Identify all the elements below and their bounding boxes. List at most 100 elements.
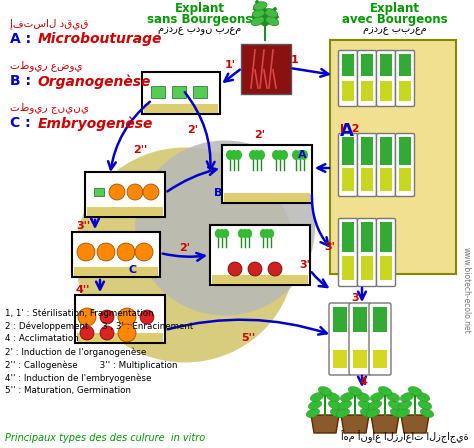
Ellipse shape bbox=[267, 229, 274, 238]
Polygon shape bbox=[401, 415, 429, 433]
Polygon shape bbox=[371, 415, 399, 433]
Ellipse shape bbox=[370, 392, 384, 401]
FancyBboxPatch shape bbox=[376, 219, 395, 287]
Circle shape bbox=[100, 326, 114, 340]
FancyBboxPatch shape bbox=[361, 54, 373, 76]
Ellipse shape bbox=[257, 150, 265, 160]
Ellipse shape bbox=[400, 392, 414, 401]
Ellipse shape bbox=[252, 9, 266, 17]
Text: www.biotech-ecolo.net: www.biotech-ecolo.net bbox=[462, 247, 471, 333]
Ellipse shape bbox=[253, 150, 261, 160]
FancyBboxPatch shape bbox=[241, 44, 291, 94]
FancyBboxPatch shape bbox=[376, 134, 395, 197]
FancyBboxPatch shape bbox=[380, 81, 392, 101]
Text: 2'' : Callogenèse        3'' : Multiplication: 2'' : Callogenèse 3'' : Multiplication bbox=[5, 360, 177, 370]
Ellipse shape bbox=[366, 409, 380, 418]
FancyBboxPatch shape bbox=[380, 222, 392, 252]
Text: Organogenèse: Organogenèse bbox=[38, 74, 151, 89]
FancyBboxPatch shape bbox=[329, 303, 351, 375]
Text: 3'': 3'' bbox=[76, 221, 90, 231]
FancyBboxPatch shape bbox=[380, 54, 392, 76]
FancyBboxPatch shape bbox=[342, 256, 354, 280]
Bar bbox=[193, 86, 207, 98]
Text: 1, 1' : Stérilisation, Fragmentation: 1, 1' : Stérilisation, Fragmentation bbox=[5, 308, 154, 318]
Ellipse shape bbox=[388, 401, 402, 409]
FancyBboxPatch shape bbox=[144, 104, 218, 113]
FancyBboxPatch shape bbox=[395, 51, 414, 107]
FancyBboxPatch shape bbox=[222, 145, 312, 203]
FancyBboxPatch shape bbox=[338, 134, 357, 197]
Text: avec Bourgeons: avec Bourgeons bbox=[342, 13, 448, 26]
Ellipse shape bbox=[360, 409, 374, 418]
Ellipse shape bbox=[306, 409, 320, 418]
FancyBboxPatch shape bbox=[87, 207, 163, 216]
Circle shape bbox=[248, 262, 262, 276]
Circle shape bbox=[118, 324, 136, 342]
Bar bbox=[172, 86, 186, 98]
Ellipse shape bbox=[75, 147, 295, 362]
Text: Embryogenèse: Embryogenèse bbox=[38, 116, 154, 130]
FancyBboxPatch shape bbox=[74, 267, 158, 276]
FancyBboxPatch shape bbox=[342, 168, 354, 191]
Ellipse shape bbox=[234, 150, 242, 160]
FancyBboxPatch shape bbox=[72, 232, 160, 277]
Polygon shape bbox=[341, 415, 369, 433]
Text: I  2: I 2 bbox=[340, 124, 359, 134]
FancyBboxPatch shape bbox=[85, 172, 165, 217]
FancyBboxPatch shape bbox=[357, 219, 376, 287]
Ellipse shape bbox=[340, 392, 354, 401]
FancyBboxPatch shape bbox=[373, 307, 387, 332]
FancyBboxPatch shape bbox=[357, 134, 376, 197]
FancyBboxPatch shape bbox=[338, 51, 357, 107]
FancyBboxPatch shape bbox=[399, 81, 411, 101]
Text: A: A bbox=[298, 150, 306, 160]
Ellipse shape bbox=[245, 229, 252, 238]
Ellipse shape bbox=[330, 409, 344, 418]
Ellipse shape bbox=[396, 409, 410, 418]
FancyBboxPatch shape bbox=[212, 275, 308, 284]
Ellipse shape bbox=[358, 401, 372, 409]
Text: 1': 1' bbox=[225, 60, 236, 70]
Circle shape bbox=[135, 243, 153, 261]
Text: C: C bbox=[129, 265, 137, 275]
Text: 2': 2' bbox=[188, 125, 199, 135]
FancyBboxPatch shape bbox=[342, 137, 354, 165]
Text: Explant: Explant bbox=[175, 2, 225, 15]
Text: 3': 3' bbox=[325, 242, 336, 252]
Circle shape bbox=[118, 308, 136, 326]
Text: sans Bourgeons: sans Bourgeons bbox=[147, 13, 253, 26]
Ellipse shape bbox=[398, 401, 412, 409]
Text: 2 : Développement     3 , 3' : Enracinement: 2 : Développement 3 , 3' : Enracinement bbox=[5, 321, 193, 331]
Ellipse shape bbox=[386, 392, 400, 401]
Text: B: B bbox=[214, 188, 222, 198]
Circle shape bbox=[117, 243, 135, 261]
Text: A: A bbox=[340, 122, 354, 140]
Text: 2': 2' bbox=[255, 130, 265, 140]
Bar bbox=[94, 188, 104, 196]
Circle shape bbox=[127, 184, 143, 200]
Circle shape bbox=[143, 184, 159, 200]
Polygon shape bbox=[311, 415, 339, 433]
Text: Principaux types des des culrure  in vitro: Principaux types des des culrure in vitr… bbox=[5, 433, 205, 443]
Text: 2': 2' bbox=[180, 243, 191, 253]
Ellipse shape bbox=[356, 392, 370, 401]
FancyBboxPatch shape bbox=[399, 168, 411, 191]
Ellipse shape bbox=[378, 387, 392, 396]
Ellipse shape bbox=[338, 401, 352, 409]
Ellipse shape bbox=[219, 229, 226, 238]
Text: B :: B : bbox=[10, 74, 31, 88]
Bar bbox=[151, 86, 165, 98]
FancyBboxPatch shape bbox=[330, 40, 456, 274]
Text: 4 : Acclimatation: 4 : Acclimatation bbox=[5, 334, 79, 343]
Text: 4'': 4'' bbox=[76, 285, 90, 295]
FancyBboxPatch shape bbox=[380, 256, 392, 280]
FancyBboxPatch shape bbox=[75, 295, 165, 343]
Text: مزدرع ببرعم: مزدرع ببرعم bbox=[363, 25, 427, 35]
FancyBboxPatch shape bbox=[361, 81, 373, 101]
Ellipse shape bbox=[260, 229, 267, 238]
Ellipse shape bbox=[241, 229, 248, 238]
Text: 3: 3 bbox=[351, 293, 359, 303]
Ellipse shape bbox=[272, 150, 280, 160]
Text: تطوير عضوي: تطوير عضوي bbox=[10, 60, 82, 71]
Circle shape bbox=[97, 243, 115, 261]
